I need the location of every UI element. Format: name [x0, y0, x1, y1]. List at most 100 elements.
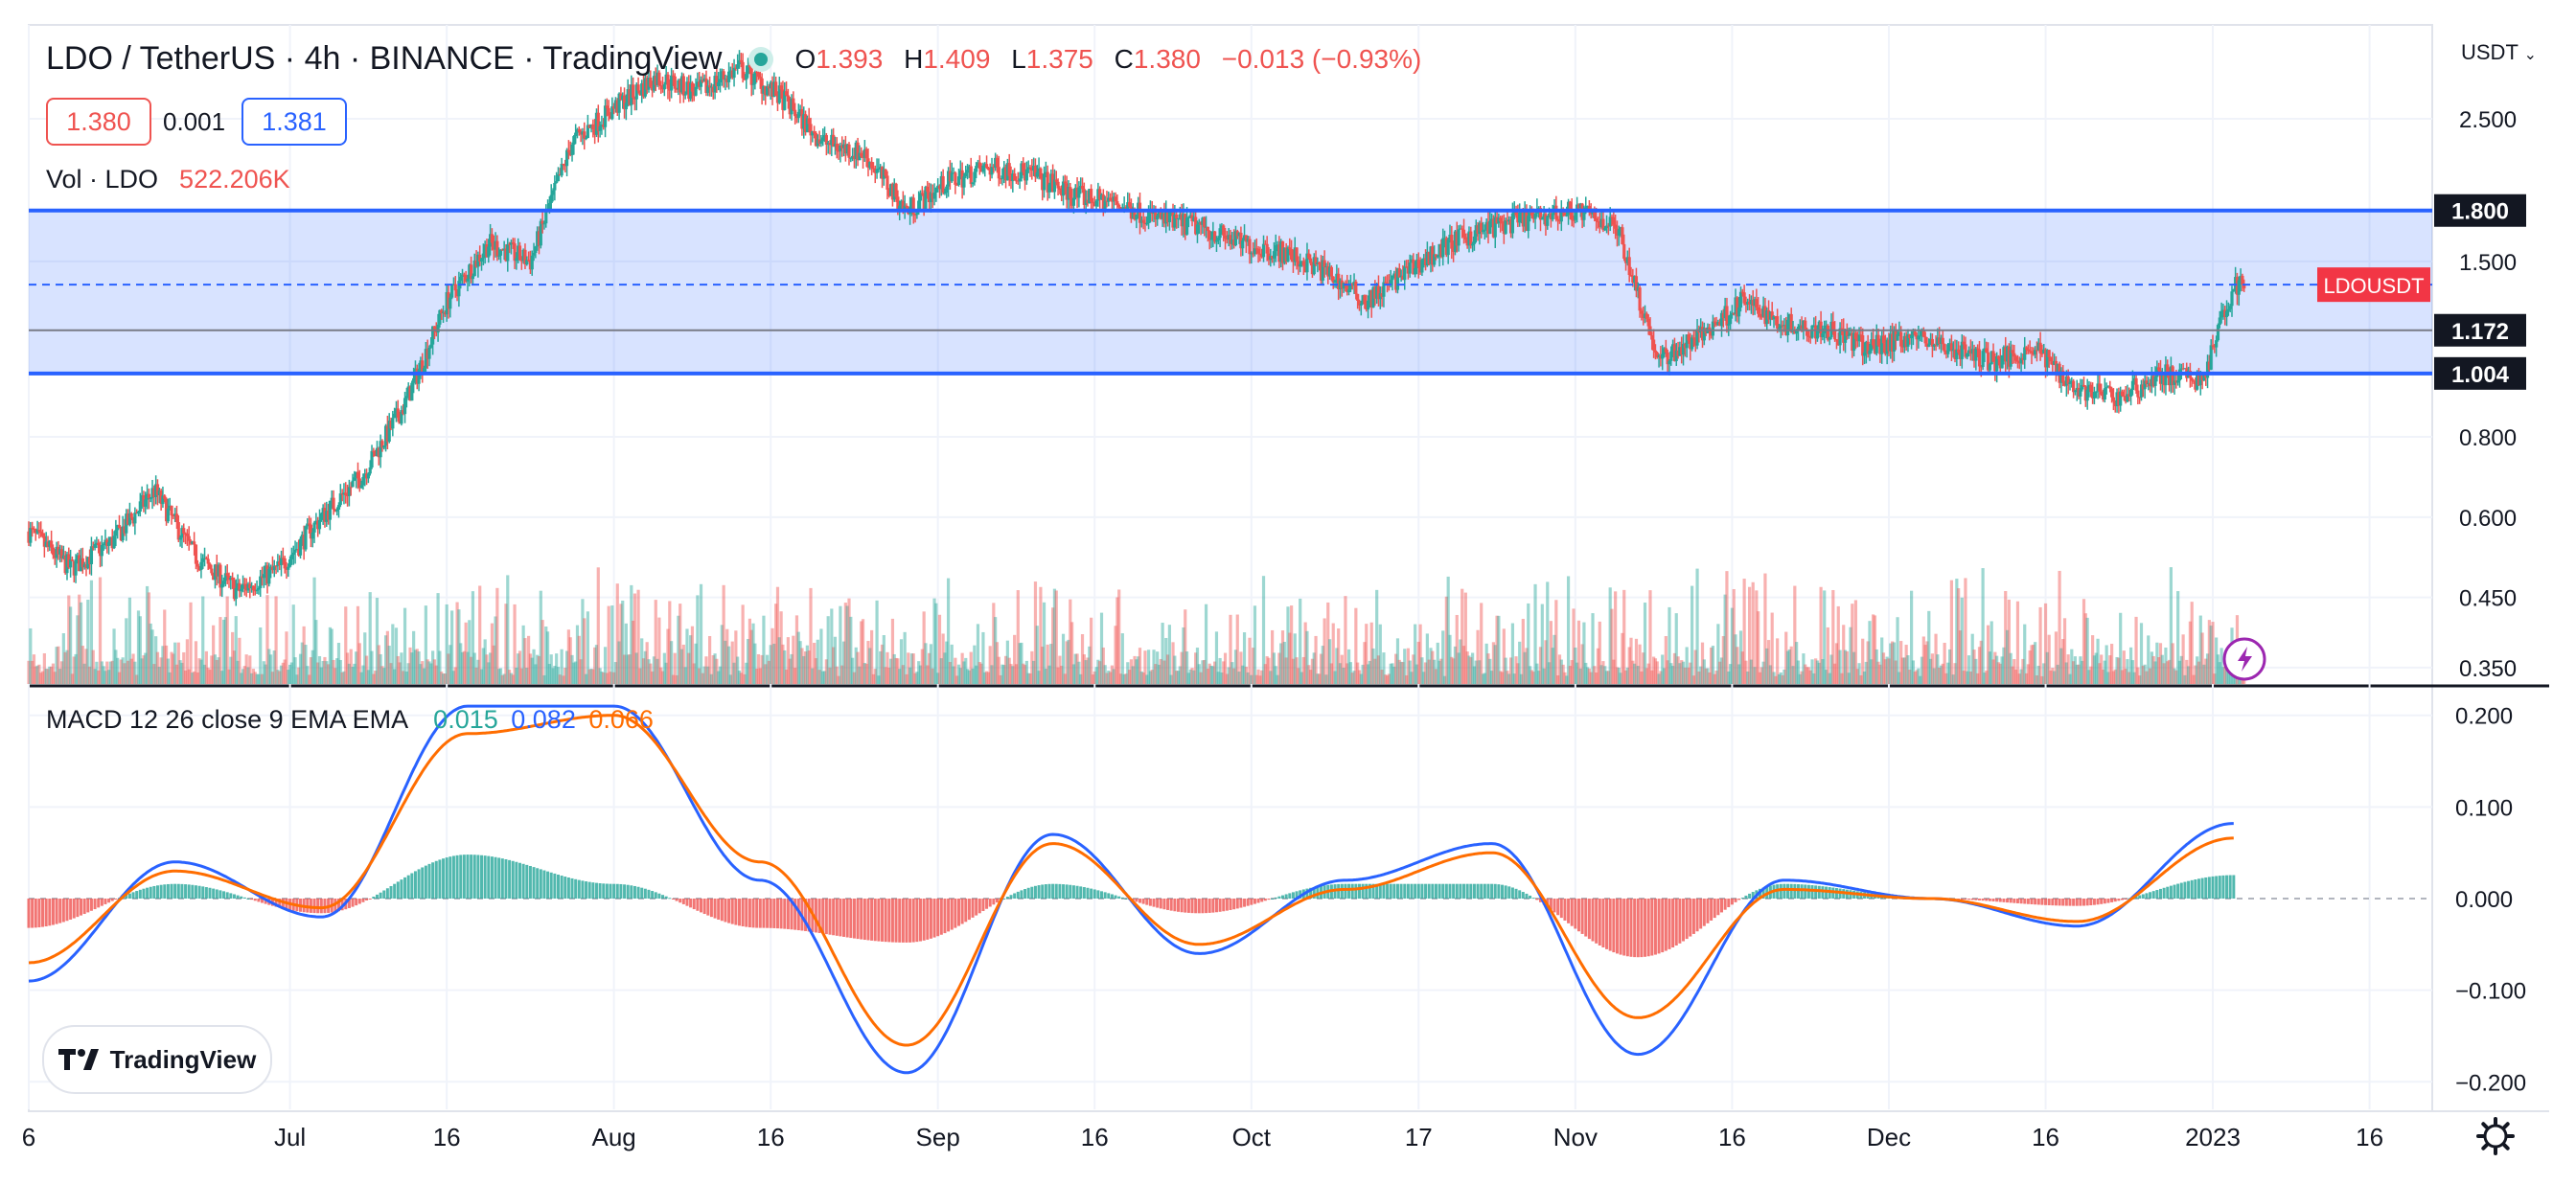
- macd-histogram-bar: [1222, 899, 1226, 912]
- candle-body: [1414, 268, 1417, 275]
- volume-bar: [822, 671, 827, 684]
- macd-label[interactable]: MACD 12 26 close 9 EMA EMA: [46, 705, 407, 734]
- volume-bar: [1631, 660, 1635, 684]
- candle-body: [1406, 266, 1410, 274]
- volume-bar: [1277, 652, 1281, 684]
- candle-body: [95, 542, 99, 544]
- candle-body: [39, 531, 43, 534]
- candle-body: [1610, 216, 1614, 218]
- candle-body: [898, 205, 902, 210]
- candle-body: [1732, 312, 1736, 315]
- candle-body: [764, 85, 768, 96]
- volume-bar: [55, 647, 58, 684]
- candle-body: [882, 169, 886, 179]
- volume-bar: [556, 667, 561, 684]
- symbol-title[interactable]: LDO / TetherUS · 4h · BINANCE · TradingV…: [46, 40, 723, 77]
- candle-body: [890, 184, 895, 200]
- macd-histogram-bar: [1071, 885, 1075, 899]
- candle-body: [1154, 210, 1158, 220]
- volume-bar: [575, 625, 580, 684]
- volume-bar: [1576, 662, 1579, 684]
- candle-body: [121, 526, 125, 541]
- macd-histogram-bar: [212, 888, 216, 899]
- candle-body: [675, 88, 678, 90]
- ohlc-change: −0.013 (−0.93%): [1221, 43, 1422, 74]
- volume-bar: [896, 658, 900, 684]
- volume-bar: [1014, 664, 1019, 684]
- settings-gear-icon[interactable]: [2476, 1117, 2515, 1155]
- volume-bar: [647, 659, 651, 684]
- macd-histogram-bar: [932, 899, 936, 938]
- volume-bar: [562, 675, 565, 684]
- macd-histogram-bar: [640, 887, 644, 899]
- volume-bar: [689, 635, 693, 684]
- volume-bar: [391, 624, 395, 684]
- volume-bar: [898, 669, 902, 684]
- candle-body: [102, 543, 105, 546]
- candle-body: [549, 194, 553, 203]
- candle-body: [1619, 227, 1622, 230]
- sell-price-button[interactable]: 1.380: [46, 98, 151, 146]
- lightning-icon[interactable]: [2222, 637, 2266, 681]
- macd-histogram-bar: [180, 883, 184, 899]
- volume-bar: [180, 662, 184, 684]
- candle-body: [276, 561, 280, 566]
- candle-body: [468, 264, 472, 279]
- macd-histogram-bar: [131, 892, 135, 899]
- volume-bar: [1373, 658, 1377, 684]
- volume-bar: [1883, 659, 1887, 684]
- volume-bar: [2148, 668, 2152, 684]
- volume-bar: [168, 672, 172, 684]
- volume-bar: [871, 673, 876, 684]
- volume-bar: [1088, 646, 1092, 684]
- candle-body: [180, 528, 184, 538]
- volume-bar: [1107, 671, 1111, 684]
- candle-body: [1483, 229, 1486, 231]
- volume-bar: [201, 596, 205, 684]
- candle-body: [447, 291, 450, 309]
- volume-bar: [1828, 672, 1831, 684]
- volume-bar: [1326, 602, 1330, 684]
- candle-body: [634, 84, 638, 100]
- candle-body: [1652, 339, 1656, 351]
- macd-histogram-bar: [936, 899, 940, 937]
- candle-body: [389, 421, 393, 429]
- volume-bar: [926, 665, 930, 684]
- macd-histogram-bar: [1176, 899, 1180, 912]
- volume-bar: [63, 651, 67, 684]
- volume-label[interactable]: Vol · LDO: [46, 165, 159, 194]
- volume-bar: [2087, 670, 2091, 684]
- candle-body: [67, 554, 71, 568]
- volume-bar: [1375, 589, 1379, 684]
- macd-histogram-bar: [51, 899, 55, 925]
- macd-histogram-bar: [97, 899, 101, 908]
- volume-bar: [1896, 617, 1899, 684]
- candle-body: [494, 240, 497, 250]
- candle-body: [1776, 316, 1780, 329]
- macd-histogram-bar: [163, 884, 167, 899]
- candle-body: [528, 261, 533, 270]
- candle-body: [2075, 387, 2079, 391]
- candle-body: [131, 517, 135, 524]
- volume-bar: [1991, 659, 1995, 684]
- volume-bar: [1570, 660, 1574, 684]
- volume-bar: [1318, 673, 1322, 684]
- candle-body: [2160, 375, 2164, 384]
- macd-histogram-bar: [598, 883, 602, 899]
- macd-histogram-bar: [1166, 899, 1170, 910]
- tradingview-logo[interactable]: TradingView: [42, 1025, 272, 1094]
- volume-bar: [537, 655, 541, 684]
- volume-bar: [2194, 665, 2197, 684]
- volume-bar: [422, 668, 426, 684]
- candle-body: [1760, 316, 1763, 318]
- candle-body: [212, 573, 216, 581]
- macd-histogram-bar: [1100, 891, 1104, 899]
- macd-histogram-bar: [48, 899, 52, 926]
- buy-price-button[interactable]: 1.381: [242, 98, 347, 146]
- currency-selector[interactable]: USDT ⌄: [2461, 40, 2537, 65]
- volume-bar: [1165, 654, 1170, 684]
- macd-histogram-bar: [1260, 899, 1264, 902]
- volume-bar: [2128, 672, 2131, 684]
